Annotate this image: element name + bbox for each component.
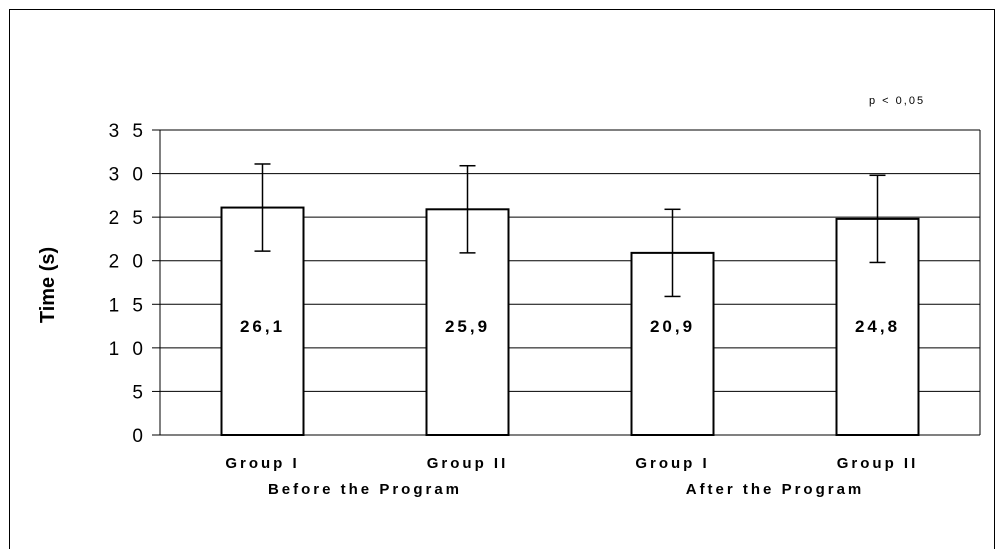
y-tick-label: 5 (132, 382, 147, 403)
value-label: 25,9 (445, 317, 490, 336)
y-tick-label: 1 5 (109, 295, 147, 316)
y-tick-label: 2 0 (109, 252, 147, 273)
significance-note: p < 0,05 (869, 95, 925, 107)
y-axis-label: Time (s) (37, 247, 59, 323)
value-labels: 26,1 25,9 20,9 24,8 (240, 317, 900, 336)
y-axis-ticks: 0 5 1 0 1 5 2 0 2 5 3 0 3 5 (109, 121, 147, 447)
bars (220, 206, 920, 436)
x-group-label: After the Program (686, 481, 865, 498)
x-category-label: Group II (427, 455, 509, 472)
x-axis-categories: Group I Group II Group I Group II (225, 455, 919, 472)
y-tick-label: 3 5 (109, 121, 147, 142)
bar-chart: 0 5 1 0 1 5 2 0 2 5 3 0 3 5 26,1 25,9 20,9 24,8 Gr… (37, 95, 981, 498)
error-bars (254, 163, 886, 298)
y-tick-label: 0 (132, 426, 147, 447)
value-label: 26,1 (240, 317, 285, 336)
x-category-label: Group II (837, 455, 919, 472)
bar (835, 217, 920, 436)
y-tick-label: 1 0 (109, 339, 147, 360)
value-label: 24,8 (855, 317, 900, 336)
x-axis-groups: Before the Program After the Program (268, 481, 865, 498)
x-group-label: Before the Program (268, 481, 462, 498)
chart-frame (9, 9, 995, 549)
x-category-label: Group I (635, 455, 709, 472)
x-category-label: Group I (225, 455, 299, 472)
y-tick-label: 3 0 (109, 165, 147, 186)
y-tick-label: 2 5 (109, 208, 147, 229)
value-label: 20,9 (650, 317, 695, 336)
